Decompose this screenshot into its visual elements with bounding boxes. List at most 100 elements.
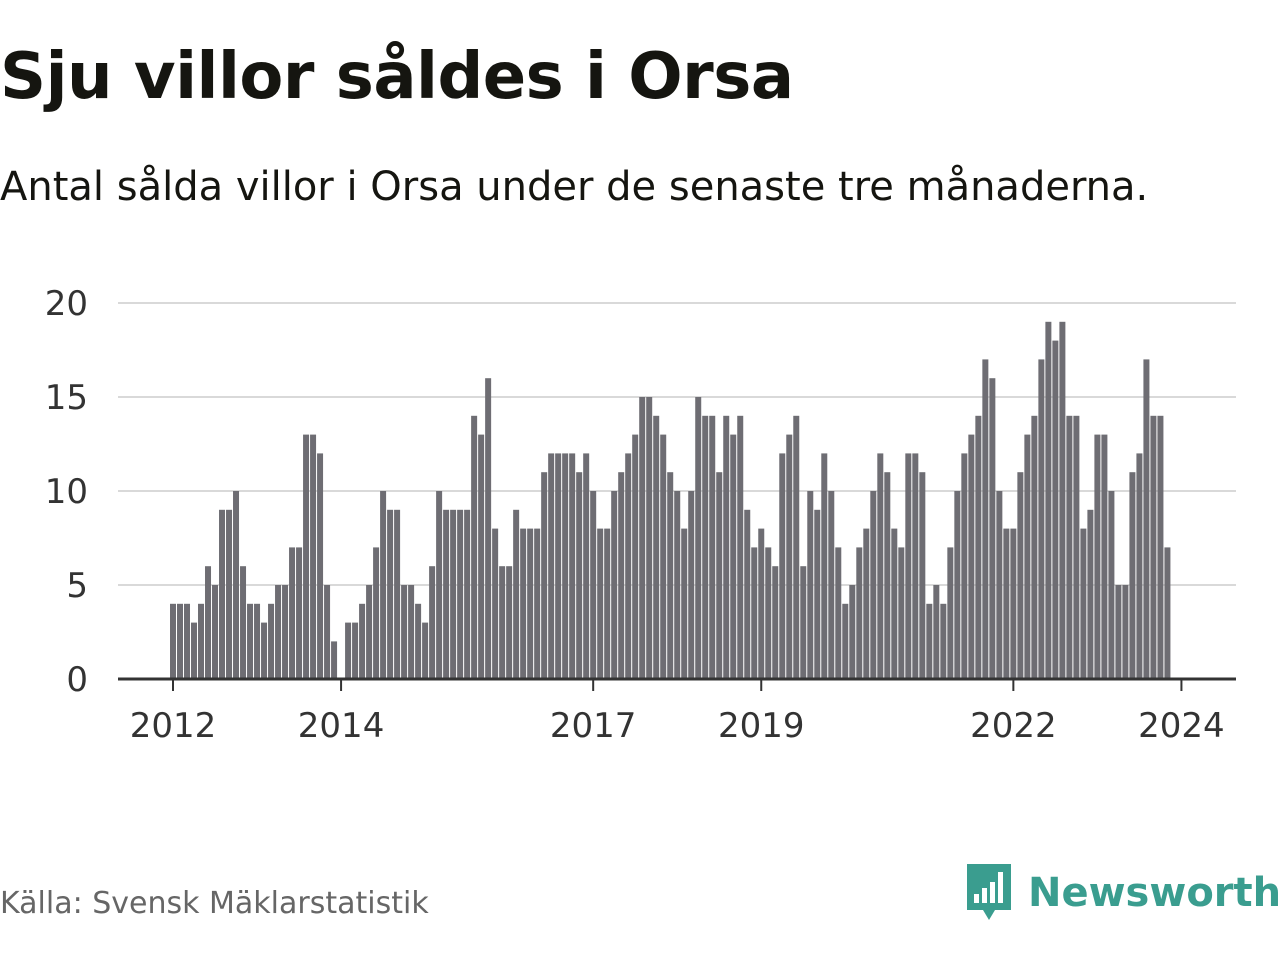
bar xyxy=(1143,359,1150,679)
bar xyxy=(912,453,919,679)
bar xyxy=(457,509,464,679)
bar xyxy=(674,491,681,679)
x-axis-labels: 2012 2014 2017 2019 2022 2024 xyxy=(130,706,1225,746)
bar xyxy=(814,509,821,679)
bar xyxy=(219,509,226,679)
bar xyxy=(562,453,569,679)
bar xyxy=(926,603,933,679)
bar xyxy=(786,434,793,679)
bar xyxy=(856,547,863,679)
bar xyxy=(198,603,205,679)
bar xyxy=(863,528,870,679)
bar xyxy=(968,434,975,679)
annotations: 7 xyxy=(1168,0,1196,12)
bar xyxy=(359,603,366,679)
bar xyxy=(499,566,506,679)
y-tick-label: 10 xyxy=(45,472,88,512)
bar xyxy=(478,434,485,679)
x-tick-label: 2022 xyxy=(970,706,1057,746)
bar xyxy=(604,528,611,679)
bar xyxy=(1101,434,1108,679)
x-tick-label: 2024 xyxy=(1138,706,1225,746)
bar xyxy=(485,378,492,679)
bar xyxy=(303,434,310,679)
bar xyxy=(1080,528,1087,679)
bar xyxy=(870,491,877,679)
bar xyxy=(373,547,380,679)
bar xyxy=(177,603,184,679)
bars xyxy=(170,321,1171,679)
bar xyxy=(240,566,247,679)
bar xyxy=(632,434,639,679)
bar xyxy=(436,491,443,679)
bar xyxy=(352,622,359,679)
bar xyxy=(310,434,317,679)
bar xyxy=(849,585,856,679)
bar xyxy=(1122,585,1129,679)
bar xyxy=(226,509,233,679)
y-tick-label: 5 xyxy=(66,566,88,606)
bar xyxy=(401,585,408,679)
bar xyxy=(569,453,576,679)
bar xyxy=(660,434,667,679)
bar xyxy=(317,453,324,679)
y-axis-labels: 0 5 10 15 20 xyxy=(45,284,88,700)
bar xyxy=(989,378,996,679)
bar xyxy=(415,603,422,679)
bar xyxy=(261,622,268,679)
bar xyxy=(1066,415,1073,679)
bar xyxy=(1017,472,1024,679)
bar xyxy=(996,491,1003,679)
bar xyxy=(975,415,982,679)
bar xyxy=(212,585,219,679)
bar xyxy=(744,509,751,679)
bar xyxy=(555,453,562,679)
bar xyxy=(1164,547,1171,679)
bar xyxy=(933,585,940,679)
bar xyxy=(702,415,709,679)
bar xyxy=(891,528,898,679)
bar xyxy=(1059,321,1066,679)
bar xyxy=(730,434,737,679)
x-tick-label: 2014 xyxy=(298,706,385,746)
bar xyxy=(422,622,429,679)
source-note: Källa: Svensk Mäklarstatistik xyxy=(0,886,429,921)
y-tick-label: 15 xyxy=(45,378,88,418)
bar xyxy=(324,585,331,679)
brand-name: Newsworthy xyxy=(1028,870,1280,916)
bar xyxy=(520,528,527,679)
bar xyxy=(268,603,275,679)
bar xyxy=(170,603,176,679)
bar xyxy=(681,528,688,679)
bar xyxy=(821,453,828,679)
bar xyxy=(450,509,457,679)
brand-logo: Newsworthy xyxy=(964,862,1280,924)
bar xyxy=(877,453,884,679)
newsworthy-logo-icon xyxy=(967,864,1011,920)
highlight-data-label: 7 xyxy=(1171,0,1193,9)
bar xyxy=(639,397,646,679)
bar xyxy=(793,415,800,679)
bar xyxy=(1108,491,1115,679)
bar xyxy=(611,491,618,679)
y-tick-label: 20 xyxy=(45,284,88,324)
bar xyxy=(184,603,191,679)
bar xyxy=(429,566,436,679)
bar xyxy=(492,528,499,679)
bar xyxy=(191,622,198,679)
chart-subtitle: Antal sålda villor i Orsa under de senas… xyxy=(0,164,1149,210)
bar xyxy=(387,509,394,679)
x-tick-label: 2019 xyxy=(718,706,805,746)
bar xyxy=(534,528,541,679)
bar xyxy=(1031,415,1038,679)
bar xyxy=(898,547,905,679)
bar xyxy=(709,415,716,679)
bar xyxy=(233,491,240,679)
bar xyxy=(982,359,989,679)
bar xyxy=(751,547,758,679)
chart-title: Sju villor såldes i Orsa xyxy=(0,40,794,114)
bar xyxy=(807,491,814,679)
bar xyxy=(506,566,513,679)
bar xyxy=(961,453,968,679)
